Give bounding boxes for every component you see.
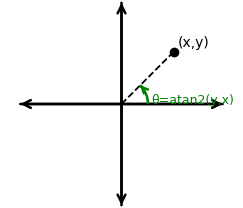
Text: (x,y): (x,y) [177, 36, 209, 50]
Text: θ=atan2(y,x): θ=atan2(y,x) [151, 94, 234, 107]
